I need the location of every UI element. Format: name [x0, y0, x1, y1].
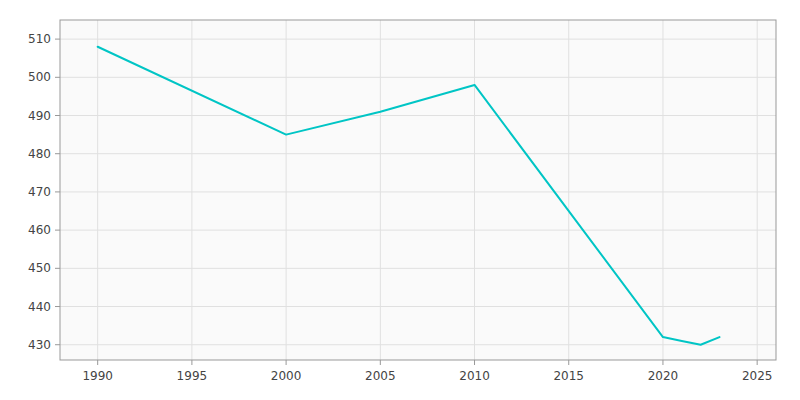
x-tick: [380, 360, 381, 365]
x-tick-label: 1990: [82, 369, 113, 383]
y-tick-label: 500: [28, 70, 51, 84]
x-grid-line: [568, 20, 569, 360]
y-tick: [55, 268, 60, 269]
x-tick: [286, 360, 287, 365]
plot-frame: [60, 20, 776, 360]
x-tick: [662, 360, 663, 365]
x-tick: [191, 360, 192, 365]
y-tick-label: 450: [28, 261, 51, 275]
y-tick-label: 440: [28, 300, 51, 314]
chart-container: 1990 1995 2000 2005 2010 2015 2020 2025 430 440 45…: [0, 0, 800, 400]
y-tick: [55, 39, 60, 40]
y-tick-label: 480: [28, 147, 51, 161]
y-tick-label: 460: [28, 223, 51, 237]
data-layer: [98, 47, 720, 345]
grid: [60, 20, 776, 360]
x-tick-label: 2020: [648, 369, 679, 383]
y-tick: [55, 115, 60, 116]
x-grid-line: [757, 20, 758, 360]
x-grid-line: [286, 20, 287, 360]
y-tick: [55, 77, 60, 78]
x-tick-label: 2010: [459, 369, 490, 383]
y-grid-line: [60, 306, 776, 307]
x-grid-line: [191, 20, 192, 360]
y-tick-label: 470: [28, 185, 51, 199]
x-grid-line: [474, 20, 475, 360]
y-grid-line: [60, 191, 776, 192]
x-grid-line: [662, 20, 663, 360]
y-tick-label: 490: [28, 109, 51, 123]
chart: 1990 1995 2000 2005 2010 2015 2020 2025 430 440 45…: [0, 0, 800, 400]
y-tick: [55, 153, 60, 154]
axes: 1990 1995 2000 2005 2010 2015 2020 2025 430 440 45…: [28, 32, 772, 383]
y-tick: [55, 230, 60, 231]
x-tick-label: 2015: [553, 369, 584, 383]
x-grid-line: [97, 20, 98, 360]
x-tick: [474, 360, 475, 365]
x-grid-line: [380, 20, 381, 360]
y-tick-label: 510: [28, 32, 51, 46]
y-grid-line: [60, 153, 776, 154]
x-tick-label: 2005: [365, 369, 396, 383]
x-tick: [757, 360, 758, 365]
y-tick: [55, 306, 60, 307]
y-grid-line: [60, 344, 776, 345]
x-tick-label: 2025: [742, 369, 773, 383]
y-grid-line: [60, 115, 776, 116]
plot-background: [60, 20, 776, 360]
y-grid-line: [60, 39, 776, 40]
y-tick: [55, 191, 60, 192]
y-tick: [55, 344, 60, 345]
x-tick-label: 1995: [177, 369, 208, 383]
data-line: [98, 47, 720, 345]
y-grid-line: [60, 77, 776, 78]
y-grid-line: [60, 268, 776, 269]
x-tick: [97, 360, 98, 365]
x-tick: [568, 360, 569, 365]
x-tick-label: 2000: [271, 369, 302, 383]
y-grid-line: [60, 230, 776, 231]
y-tick-label: 430: [28, 338, 51, 352]
